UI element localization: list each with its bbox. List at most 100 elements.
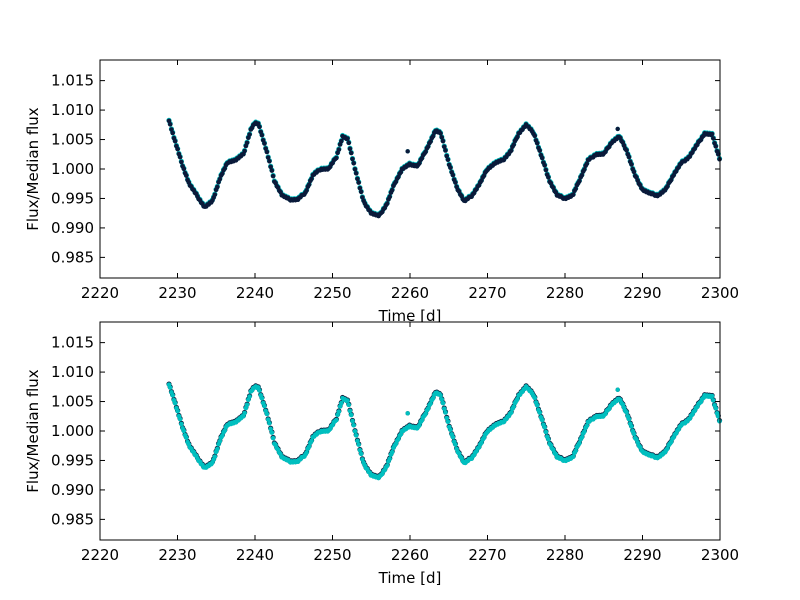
data-point	[222, 428, 228, 433]
data-point	[546, 175, 551, 180]
data-point	[543, 167, 549, 173]
data-point	[212, 454, 218, 459]
data-point	[443, 148, 448, 153]
data-point	[542, 163, 547, 168]
data-point	[259, 395, 265, 401]
data-point	[425, 406, 431, 411]
x-tick-label: 2250	[313, 284, 351, 302]
data-point	[347, 146, 353, 152]
data-point	[348, 412, 354, 418]
data-point	[515, 396, 520, 402]
data-point	[351, 422, 357, 428]
data-point	[582, 167, 587, 172]
data-point	[430, 133, 436, 139]
data-point	[355, 438, 360, 444]
data-point	[508, 148, 514, 153]
data-point	[508, 410, 514, 415]
y-tick-label: 0.995	[51, 189, 94, 207]
data-point	[357, 185, 363, 191]
y-tick-label: 1.000	[51, 160, 94, 178]
x-tick-label: 2240	[236, 546, 274, 564]
data-point	[346, 402, 352, 408]
data-point	[389, 449, 395, 455]
data-point	[445, 157, 451, 163]
data-point	[543, 429, 549, 435]
data-point	[448, 427, 453, 433]
data-point	[306, 182, 312, 187]
data-point	[270, 435, 276, 441]
data-point	[172, 400, 178, 406]
data-point	[269, 168, 275, 173]
data-point	[713, 406, 719, 411]
data-point	[346, 140, 352, 146]
x-tick-label: 2270	[468, 546, 506, 564]
data-point	[629, 424, 634, 429]
data-point	[387, 194, 392, 200]
data-point	[264, 149, 270, 155]
outlier-point	[405, 149, 410, 154]
data-point	[711, 136, 716, 141]
data-point	[259, 132, 265, 138]
data-point	[534, 140, 540, 146]
data-point	[169, 127, 174, 132]
y-tick-label: 1.000	[51, 422, 94, 440]
data-point	[262, 403, 267, 409]
data-points	[166, 381, 723, 481]
data-point	[582, 429, 587, 434]
data-point	[515, 134, 520, 140]
data-point	[339, 138, 344, 144]
data-point	[441, 144, 447, 149]
data-point	[537, 410, 543, 415]
data-point	[350, 156, 355, 162]
y-tick-label: 0.990	[51, 219, 94, 237]
data-point	[384, 201, 390, 206]
data-point	[244, 140, 250, 146]
data-point	[358, 189, 364, 195]
data-point	[336, 409, 342, 414]
data-point	[179, 421, 184, 427]
data-point	[423, 149, 428, 155]
data-point	[334, 155, 339, 161]
x-axis-label: Time [d]	[378, 307, 442, 325]
data-point	[247, 394, 252, 399]
x-tick-label: 2280	[546, 546, 584, 564]
data-point	[534, 402, 540, 408]
data-point	[570, 454, 576, 460]
data-point	[439, 135, 445, 140]
data-point	[715, 414, 721, 419]
data-point	[584, 423, 590, 428]
data-point	[215, 446, 220, 452]
x-axis-label: Time [d]	[378, 569, 442, 587]
x-tick-label: 2240	[236, 284, 274, 302]
x-tick-label: 2220	[81, 546, 119, 564]
plot-area	[100, 60, 720, 278]
data-point	[172, 138, 178, 144]
data-point	[306, 444, 312, 449]
data-point	[345, 398, 350, 403]
data-point	[511, 404, 516, 410]
y-tick-label: 1.005	[51, 131, 94, 149]
data-point	[358, 451, 364, 457]
data-point	[356, 180, 361, 185]
data-point	[356, 442, 361, 447]
top-plot-panel: 2220 2230 2240 2250 2260 2270 2280 2290 2300 0.98…	[24, 59, 739, 325]
data-point	[247, 132, 252, 137]
data-point	[439, 397, 445, 402]
data-point	[629, 162, 634, 167]
x-tick-label: 2230	[158, 284, 196, 302]
data-point	[537, 148, 543, 153]
data-point	[440, 138, 446, 144]
data-point	[244, 402, 250, 408]
data-point	[423, 411, 428, 417]
data-point	[430, 395, 436, 401]
data-point	[444, 153, 450, 159]
data-point	[212, 192, 218, 197]
y-tick-label: 1.015	[51, 334, 94, 352]
x-tick-label: 2260	[391, 546, 429, 564]
data-point	[219, 433, 225, 439]
data-point	[438, 131, 443, 136]
data-point	[453, 180, 458, 185]
data-point	[355, 176, 360, 182]
data-point	[175, 146, 180, 152]
data-point	[584, 161, 590, 166]
